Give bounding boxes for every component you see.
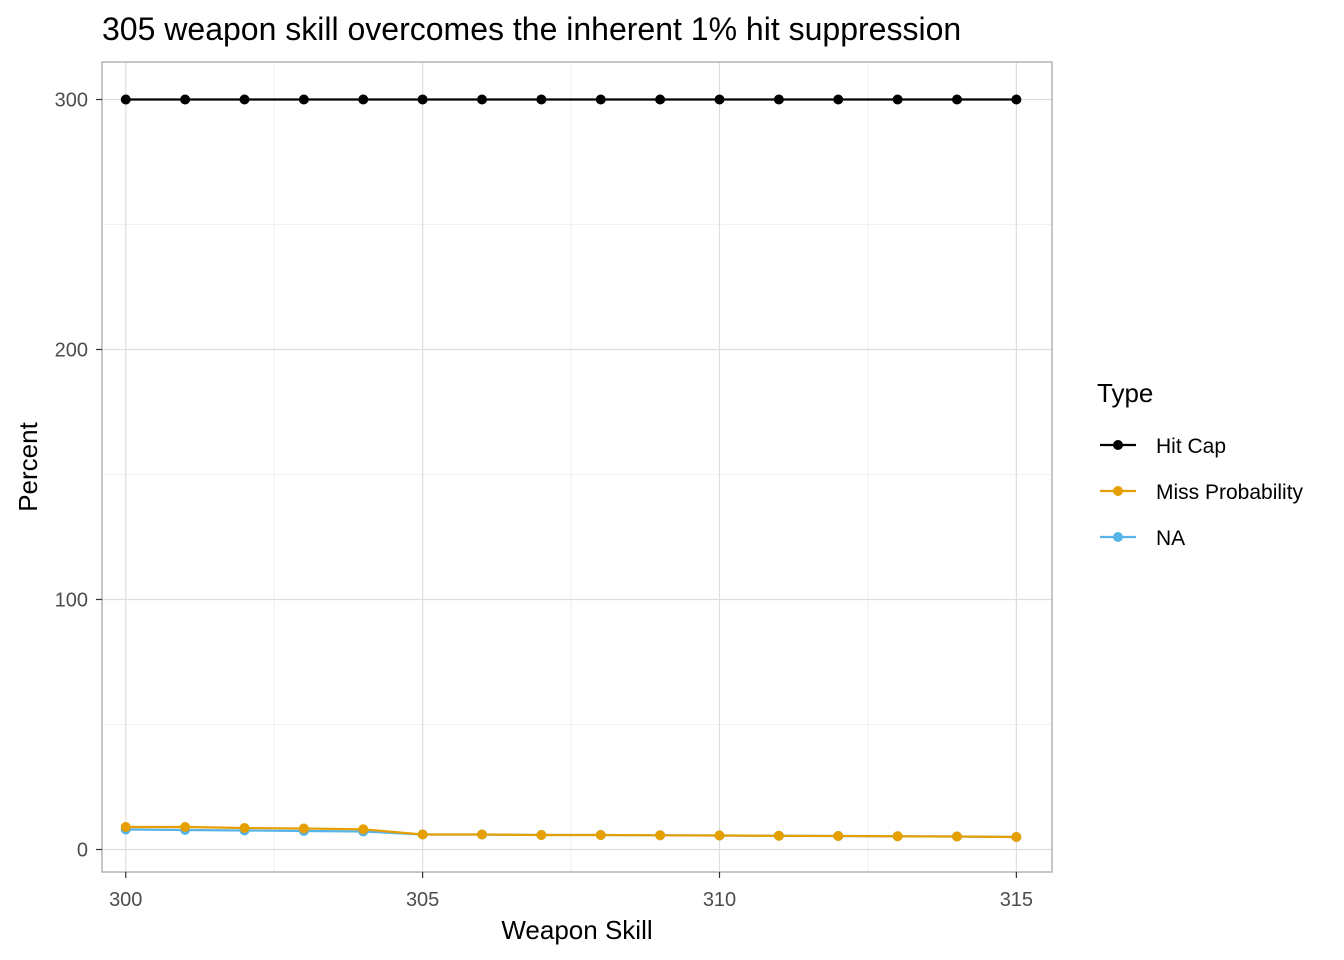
data-point-hit-cap [773,94,784,105]
legend-label-hit-cap: Hit Cap [1156,435,1226,458]
series-line-miss-probability [125,825,1017,839]
legend: Type Hit Cap Miss Probability NA [1097,378,1304,550]
data-point-miss-probability [180,822,191,832]
data-point-hit-cap [358,94,369,105]
x-tick-label: 315 [1000,889,1033,911]
data-point-miss-probability [1011,832,1022,842]
data-point-hit-cap [892,94,903,105]
x-tick-label: 300 [109,889,142,911]
data-point-miss-probability [773,830,784,841]
x-axis-title: Weapon Skill [501,915,652,945]
data-point-hit-cap [714,94,725,105]
y-tick-label: 300 [55,90,88,112]
plot-border [101,61,1053,873]
data-point-hit-cap [595,94,606,105]
data-point-hit-cap [417,94,428,105]
data-point-hit-cap [1011,94,1022,105]
data-point-miss-probability [892,831,903,842]
data-point-hit-cap [952,94,962,105]
legend-label-miss-probability: Miss Probability [1156,481,1304,504]
data-point-hit-cap [833,94,844,105]
y-tick-label: 100 [55,590,88,612]
data-point-hit-cap [120,94,131,105]
series-layer [120,94,1022,842]
legend-key-point-hit-cap [1113,440,1123,450]
data-point-hit-cap [536,94,547,105]
data-point-miss-probability [952,831,962,842]
x-tick-label: 310 [703,889,736,911]
chart-title: 305 weapon skill overcomes the inherent … [102,11,961,47]
data-point-hit-cap [655,94,666,105]
data-point-miss-probability [595,830,606,840]
data-point-hit-cap [180,94,191,105]
legend-key-point-miss-probability [1113,486,1123,496]
data-point-hit-cap [298,94,309,105]
legend-key-point-na [1113,532,1123,542]
y-axis-title: Percent [13,421,43,511]
data-point-miss-probability [714,830,725,841]
data-point-miss-probability [120,822,131,832]
data-point-miss-probability [358,824,369,835]
x-tick-label: 305 [406,889,439,911]
data-point-miss-probability [477,829,487,840]
legend-label-na: NA [1156,527,1185,550]
data-point-miss-probability [298,823,309,834]
data-point-miss-probability [655,830,666,841]
data-point-miss-probability [833,831,844,841]
legend-title: Type [1097,378,1153,408]
data-point-miss-probability [239,823,250,833]
data-point-miss-probability [536,830,547,840]
y-tick-label: 0 [77,840,88,862]
grid [102,62,1052,872]
axis-ticks: 300 305 310 315 0 100 200 300 [55,90,1033,912]
data-point-hit-cap [239,94,250,105]
y-tick-label: 200 [55,340,88,362]
data-point-hit-cap [477,94,487,105]
data-point-miss-probability [417,829,428,840]
